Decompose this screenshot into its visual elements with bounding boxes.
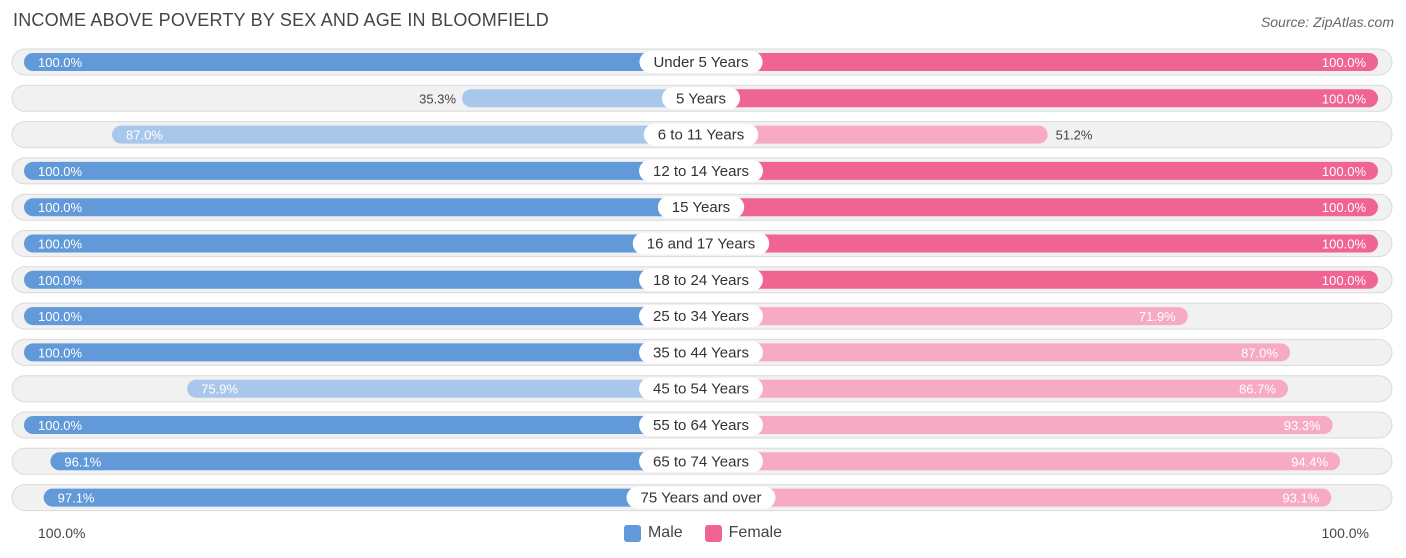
female-value-label: 93.1% [1282,491,1319,506]
male-value-label: 100.0% [38,418,83,433]
chart-title: INCOME ABOVE POVERTY BY SEX AND AGE IN B… [13,10,549,30]
male-bar[interactable] [24,161,701,180]
category-label: 18 to 24 Years [653,272,749,289]
category-pill [639,159,763,182]
female-bar[interactable] [701,161,1378,180]
female-value-label: 93.3% [1284,418,1321,433]
male-value-label: 100.0% [38,309,83,324]
category-label: 16 and 17 Years [647,236,755,253]
male-bar[interactable] [187,379,702,398]
female-value-label: 100.0% [1322,164,1367,179]
axis-left-label: 100.0% [38,525,86,541]
category-pill [657,196,745,219]
category-label: 65 to 74 Years [653,453,749,470]
male-bar[interactable] [24,307,701,326]
category-label: 6 to 11 Years [658,127,744,144]
legend-item-male[interactable]: Male [623,524,683,542]
female-value-label: 100.0% [1322,237,1367,252]
category-pill [639,414,763,436]
female-bar[interactable] [701,452,1341,471]
male-value-label: 100.0% [38,345,83,360]
male-value-label: 75.9% [201,382,238,397]
female-bar[interactable] [701,198,1378,217]
male-bar[interactable] [462,89,701,108]
male-bar[interactable] [50,452,701,471]
male-value-label: 100.0% [38,164,83,179]
category-pill [643,123,759,146]
category-pill [626,486,776,509]
category-label: 12 to 14 Years [653,163,749,180]
category-label: 75 Years and over [641,490,762,507]
chart-svg: Under 5 Years 100.0% 100.0% 5 Years 35.3% 100… [11,48,1393,512]
female-bar[interactable] [701,89,1378,108]
female-value-label: 94.4% [1291,454,1328,469]
category-label: Under 5 Years [653,54,748,71]
male-bar[interactable] [24,198,701,217]
female-bar[interactable] [701,270,1378,289]
category-pill [639,341,763,364]
category-pill [639,51,763,73]
legend-item-female[interactable]: Female [704,524,783,542]
female-value-label: 100.0% [1322,55,1367,70]
male-bar[interactable] [24,270,701,289]
male-bar[interactable] [112,125,701,144]
male-bar[interactable] [24,53,701,71]
female-value-label: 71.9% [1139,309,1176,324]
male-value-label: 87.0% [126,128,163,143]
legend: Male Female [0,524,1406,542]
category-pill [632,232,770,255]
axis-right-label: 100.0% [1321,525,1369,541]
category-label: 35 to 44 Years [653,344,749,361]
female-value-label: 100.0% [1322,200,1367,215]
legend-label-female: Female [728,524,783,541]
female-value-label: 86.7% [1239,382,1276,397]
category-pill [661,87,741,110]
female-value-label: 100.0% [1322,91,1367,106]
category-label: 55 to 64 Years [653,417,749,434]
category-label: 45 to 54 Years [653,381,749,398]
female-bar[interactable] [701,379,1288,398]
category-label: 15 Years [672,199,730,216]
category-pill [639,450,763,473]
male-value-label: 97.1% [58,491,95,506]
female-bar[interactable] [701,234,1378,253]
female-bar[interactable] [701,125,1048,144]
category-label: 5 Years [676,90,726,107]
category-label: 25 to 34 Years [653,308,749,325]
category-pill [639,305,763,328]
female-bar[interactable] [701,53,1378,71]
male-value-label: 100.0% [38,55,83,70]
female-value-label: 51.2% [1056,128,1093,143]
male-bar[interactable] [43,488,702,507]
category-pill [639,377,763,400]
legend-swatch-female [704,524,722,542]
male-bar[interactable] [24,343,701,362]
female-bar[interactable] [701,307,1188,326]
male-value-label: 96.1% [64,454,101,469]
female-value-label: 87.0% [1241,345,1278,360]
female-bar[interactable] [701,488,1332,507]
male-bar[interactable] [24,416,701,434]
source-label: Source: ZipAtlas.com [1260,14,1394,30]
female-value-label: 100.0% [1322,273,1367,288]
male-value-label: 35.3% [419,91,456,106]
male-bar[interactable] [24,234,701,253]
legend-label-male: Male [647,524,683,541]
female-bar[interactable] [701,416,1333,434]
male-value-label: 100.0% [38,237,83,252]
category-pill [639,268,763,291]
legend-swatch-male [623,524,641,542]
male-value-label: 100.0% [38,200,83,215]
male-value-label: 100.0% [38,273,83,288]
female-bar[interactable] [701,343,1290,362]
